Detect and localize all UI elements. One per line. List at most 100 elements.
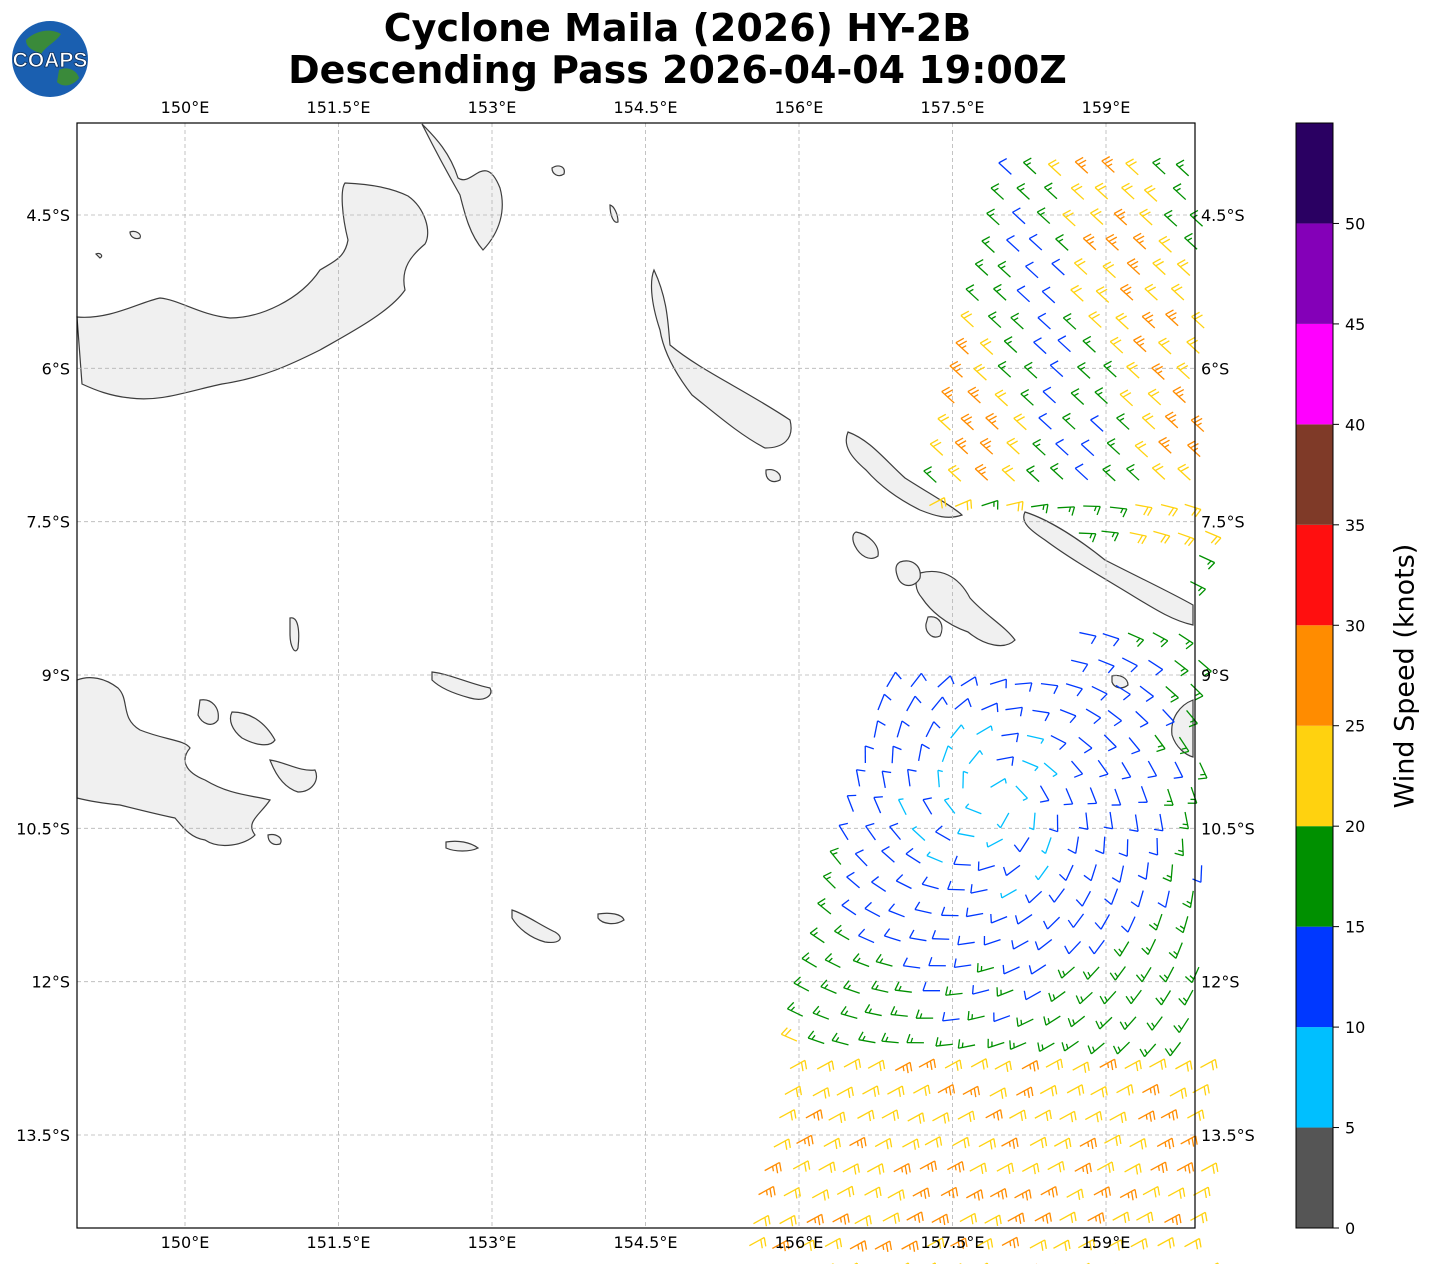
wind-barb-feather xyxy=(920,1211,924,1221)
wind-barb-staff xyxy=(1066,1084,1083,1094)
wind-barb-feather xyxy=(844,1010,849,1016)
wind-barb xyxy=(1082,966,1100,980)
wind-barb-feather xyxy=(1127,1086,1131,1096)
wind-barb xyxy=(984,1214,1002,1226)
wind-barb-staff xyxy=(1055,443,1069,456)
wind-barb-feather xyxy=(967,698,972,708)
wind-barb-feather xyxy=(957,1241,960,1247)
wind-barb xyxy=(1101,530,1119,542)
wind-barb-feather xyxy=(835,1036,840,1042)
wind-barb-feather xyxy=(1111,241,1117,245)
gridlines xyxy=(77,123,1195,1228)
wind-barb xyxy=(918,1058,937,1070)
wind-barb-feather xyxy=(1049,1212,1052,1222)
wind-barb-feather xyxy=(1052,994,1056,1000)
wind-barb-feather xyxy=(1146,1022,1153,1031)
wind-barb-feather xyxy=(840,1005,847,1015)
woodlark-island xyxy=(431,671,492,700)
wind-barb-feather xyxy=(1008,1141,1011,1147)
wind-barb-feather xyxy=(1152,258,1161,264)
wind-barb-staff xyxy=(1135,504,1153,509)
wind-barb-feather xyxy=(1013,317,1019,321)
wind-barb xyxy=(1103,360,1117,378)
wind-barb xyxy=(820,979,837,994)
wind-barb-staff xyxy=(1028,890,1043,904)
wind-barb-feather xyxy=(1082,1166,1085,1172)
wind-barb-staff xyxy=(823,1137,840,1147)
wind-barb-feather xyxy=(898,1087,901,1097)
wind-barb-staff xyxy=(990,187,1005,200)
wind-barb xyxy=(957,828,975,838)
wind-barb-feather xyxy=(988,415,997,422)
wind-barb xyxy=(1084,1110,1103,1123)
wind-barb-staff xyxy=(858,1039,876,1044)
wind-barb-feather xyxy=(942,1011,946,1022)
wind-barb-staff xyxy=(974,263,989,276)
wind-barb xyxy=(1184,503,1202,518)
wind-barb-feather xyxy=(929,1060,933,1070)
wind-barb-feather xyxy=(1094,1138,1097,1148)
wind-barb xyxy=(1176,259,1191,276)
wind-barb-feather xyxy=(829,1163,833,1173)
wind-barb xyxy=(1130,1238,1148,1250)
wind-barb-staff xyxy=(1101,530,1119,534)
wind-barb-feather xyxy=(854,1060,858,1070)
wind-barb xyxy=(1048,991,1066,1003)
wind-barb-staff xyxy=(1029,1136,1046,1146)
colorbar-tick-label: 0 xyxy=(1345,1219,1355,1238)
wind-barb-feather xyxy=(1104,158,1113,165)
wind-barb-staff xyxy=(886,671,897,688)
rossel-island xyxy=(511,909,561,943)
wind-barb-staff xyxy=(1184,503,1202,511)
tagula-island xyxy=(597,912,625,925)
wind-barb-staff xyxy=(1153,530,1170,537)
wind-barb-feather xyxy=(999,1109,1003,1119)
wind-barb-staff xyxy=(1105,1239,1122,1249)
wind-barb-feather xyxy=(974,463,984,470)
wind-barb-staff xyxy=(1189,890,1194,908)
wind-barb-staff xyxy=(1029,1239,1046,1249)
wind-barb-feather xyxy=(841,899,850,906)
wind-barb-staff xyxy=(857,1109,873,1119)
colorbar-bin xyxy=(1296,625,1333,726)
wind-barb-feather xyxy=(985,1058,989,1068)
wind-barb-feather xyxy=(1150,1211,1154,1222)
wind-barb-feather xyxy=(832,852,838,856)
wind-barb-feather xyxy=(800,1062,804,1072)
wind-barb-feather xyxy=(1133,335,1142,341)
wind-barb-staff xyxy=(1089,787,1098,804)
wind-barb-feather xyxy=(1004,467,1014,473)
wind-barb xyxy=(1095,1016,1113,1030)
wind-barb-feather xyxy=(971,985,974,995)
wind-barb-feather xyxy=(946,1112,950,1122)
wind-barb-feather xyxy=(1123,1111,1127,1122)
wind-barb xyxy=(793,976,810,992)
wind-barb-staff xyxy=(952,1136,968,1147)
wind-barb-feather xyxy=(1114,972,1119,978)
wind-barb-feather xyxy=(1051,258,1061,265)
wind-barb-feather xyxy=(1096,1113,1099,1123)
wind-barb-feather xyxy=(865,745,874,750)
wind-barb xyxy=(1037,1042,1055,1052)
wind-barb-feather xyxy=(1081,1084,1085,1094)
wind-barb-staff xyxy=(913,1084,929,1094)
wind-barb-staff xyxy=(784,1085,801,1095)
wind-barb xyxy=(1062,412,1076,430)
wind-barb xyxy=(1013,413,1027,431)
colorbar-frame xyxy=(1295,122,1334,1229)
wind-barb xyxy=(1176,1162,1195,1174)
wind-barb-feather xyxy=(1157,744,1163,748)
wind-barb-staff xyxy=(1065,864,1074,881)
land-masses xyxy=(76,123,1194,943)
wind-barb-staff xyxy=(1039,1084,1056,1095)
wind-barb-staff xyxy=(1051,263,1065,276)
wind-barb-feather xyxy=(934,1160,937,1170)
wind-barb xyxy=(959,1212,977,1225)
wind-barb-staff xyxy=(957,941,975,946)
wind-barb-feather xyxy=(1112,638,1120,647)
wind-barb-staff xyxy=(831,1039,849,1046)
wind-barb xyxy=(1173,761,1184,779)
wind-barb-feather xyxy=(1119,1021,1126,1030)
wind-barb xyxy=(786,1001,804,1017)
wind-barb-feather xyxy=(1165,309,1174,315)
